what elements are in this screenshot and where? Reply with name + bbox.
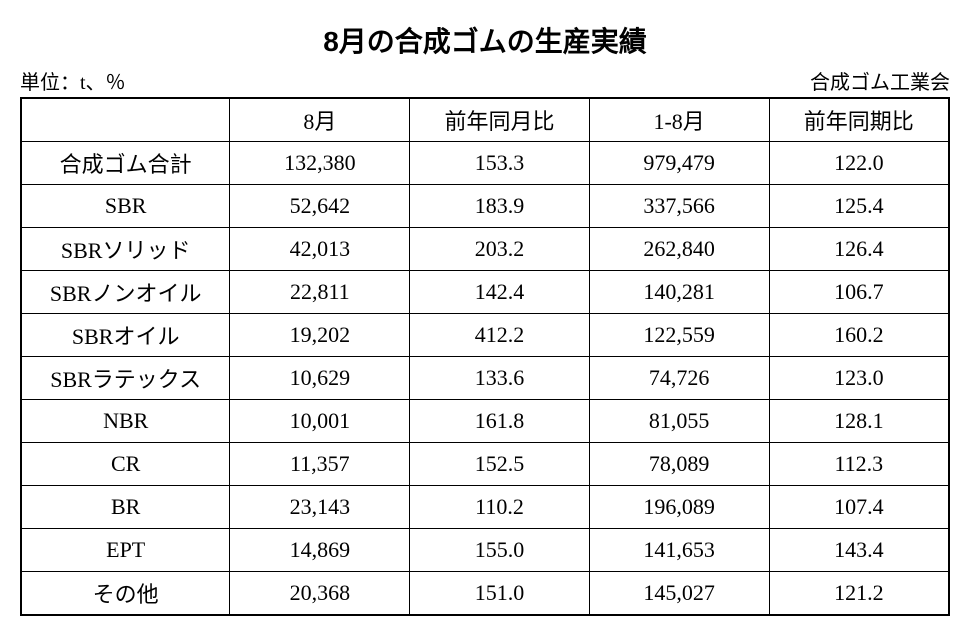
col-header-blank <box>21 98 230 142</box>
row-label: SBRラテックス <box>21 357 230 400</box>
cell-value: 126.4 <box>769 228 949 271</box>
cell-value: 151.0 <box>410 572 589 616</box>
table-row: SBRラテックス10,629133.674,726123.0 <box>21 357 949 400</box>
unit-label: 単位：t、％ <box>20 66 126 95</box>
cell-value: 161.8 <box>410 400 589 443</box>
cell-value: 20,368 <box>230 572 410 616</box>
subheading-row: 単位：t、％ 合成ゴム工業会 <box>20 66 950 95</box>
cell-value: 142.4 <box>410 271 589 314</box>
cell-value: 262,840 <box>589 228 769 271</box>
cell-value: 132,380 <box>230 142 410 185</box>
cell-value: 155.0 <box>410 529 589 572</box>
cell-value: 112.3 <box>769 443 949 486</box>
table-row: その他20,368151.0145,027121.2 <box>21 572 949 616</box>
cell-value: 121.2 <box>769 572 949 616</box>
cell-value: 14,869 <box>230 529 410 572</box>
cell-value: 160.2 <box>769 314 949 357</box>
table-row: NBR10,001161.881,055128.1 <box>21 400 949 443</box>
row-label: NBR <box>21 400 230 443</box>
cell-value: 22,811 <box>230 271 410 314</box>
cell-value: 153.3 <box>410 142 589 185</box>
source-label: 合成ゴム工業会 <box>810 66 950 95</box>
table-row: SBRオイル19,202412.2122,559160.2 <box>21 314 949 357</box>
table-header-row: 8月 前年同月比 1-8月 前年同期比 <box>21 98 949 142</box>
cell-value: 10,001 <box>230 400 410 443</box>
cell-value: 128.1 <box>769 400 949 443</box>
col-header-ytd: 1-8月 <box>589 98 769 142</box>
row-label: CR <box>21 443 230 486</box>
table-row: SBRノンオイル22,811142.4140,281106.7 <box>21 271 949 314</box>
cell-value: 125.4 <box>769 185 949 228</box>
cell-value: 122.0 <box>769 142 949 185</box>
col-header-yoy-month: 前年同月比 <box>410 98 589 142</box>
row-label: SBRオイル <box>21 314 230 357</box>
cell-value: 42,013 <box>230 228 410 271</box>
cell-value: 133.6 <box>410 357 589 400</box>
cell-value: 52,642 <box>230 185 410 228</box>
document-container: 8月の合成ゴムの生産実績 単位：t、％ 合成ゴム工業会 8月 前年同月比 1-8… <box>20 20 950 616</box>
cell-value: 11,357 <box>230 443 410 486</box>
table-row: BR23,143110.2196,089107.4 <box>21 486 949 529</box>
cell-value: 203.2 <box>410 228 589 271</box>
cell-value: 183.9 <box>410 185 589 228</box>
table-row: 合成ゴム合計132,380153.3979,479122.0 <box>21 142 949 185</box>
table-row: SBRソリッド42,013203.2262,840126.4 <box>21 228 949 271</box>
row-label: 合成ゴム合計 <box>21 142 230 185</box>
cell-value: 141,653 <box>589 529 769 572</box>
row-label: その他 <box>21 572 230 616</box>
cell-value: 23,143 <box>230 486 410 529</box>
cell-value: 152.5 <box>410 443 589 486</box>
cell-value: 81,055 <box>589 400 769 443</box>
cell-value: 78,089 <box>589 443 769 486</box>
row-label: BR <box>21 486 230 529</box>
row-label: SBR <box>21 185 230 228</box>
cell-value: 145,027 <box>589 572 769 616</box>
page-title: 8月の合成ゴムの生産実績 <box>20 20 950 60</box>
col-header-month: 8月 <box>230 98 410 142</box>
row-label: EPT <box>21 529 230 572</box>
cell-value: 107.4 <box>769 486 949 529</box>
cell-value: 196,089 <box>589 486 769 529</box>
cell-value: 140,281 <box>589 271 769 314</box>
table-row: CR11,357152.578,089112.3 <box>21 443 949 486</box>
col-header-yoy-ytd: 前年同期比 <box>769 98 949 142</box>
cell-value: 106.7 <box>769 271 949 314</box>
cell-value: 412.2 <box>410 314 589 357</box>
cell-value: 337,566 <box>589 185 769 228</box>
cell-value: 10,629 <box>230 357 410 400</box>
cell-value: 123.0 <box>769 357 949 400</box>
row-label: SBRノンオイル <box>21 271 230 314</box>
table-row: SBR52,642183.9337,566125.4 <box>21 185 949 228</box>
cell-value: 110.2 <box>410 486 589 529</box>
cell-value: 143.4 <box>769 529 949 572</box>
cell-value: 74,726 <box>589 357 769 400</box>
cell-value: 19,202 <box>230 314 410 357</box>
row-label: SBRソリッド <box>21 228 230 271</box>
production-table: 8月 前年同月比 1-8月 前年同期比 合成ゴム合計132,380153.397… <box>20 97 950 616</box>
table-row: EPT14,869155.0141,653143.4 <box>21 529 949 572</box>
cell-value: 122,559 <box>589 314 769 357</box>
cell-value: 979,479 <box>589 142 769 185</box>
